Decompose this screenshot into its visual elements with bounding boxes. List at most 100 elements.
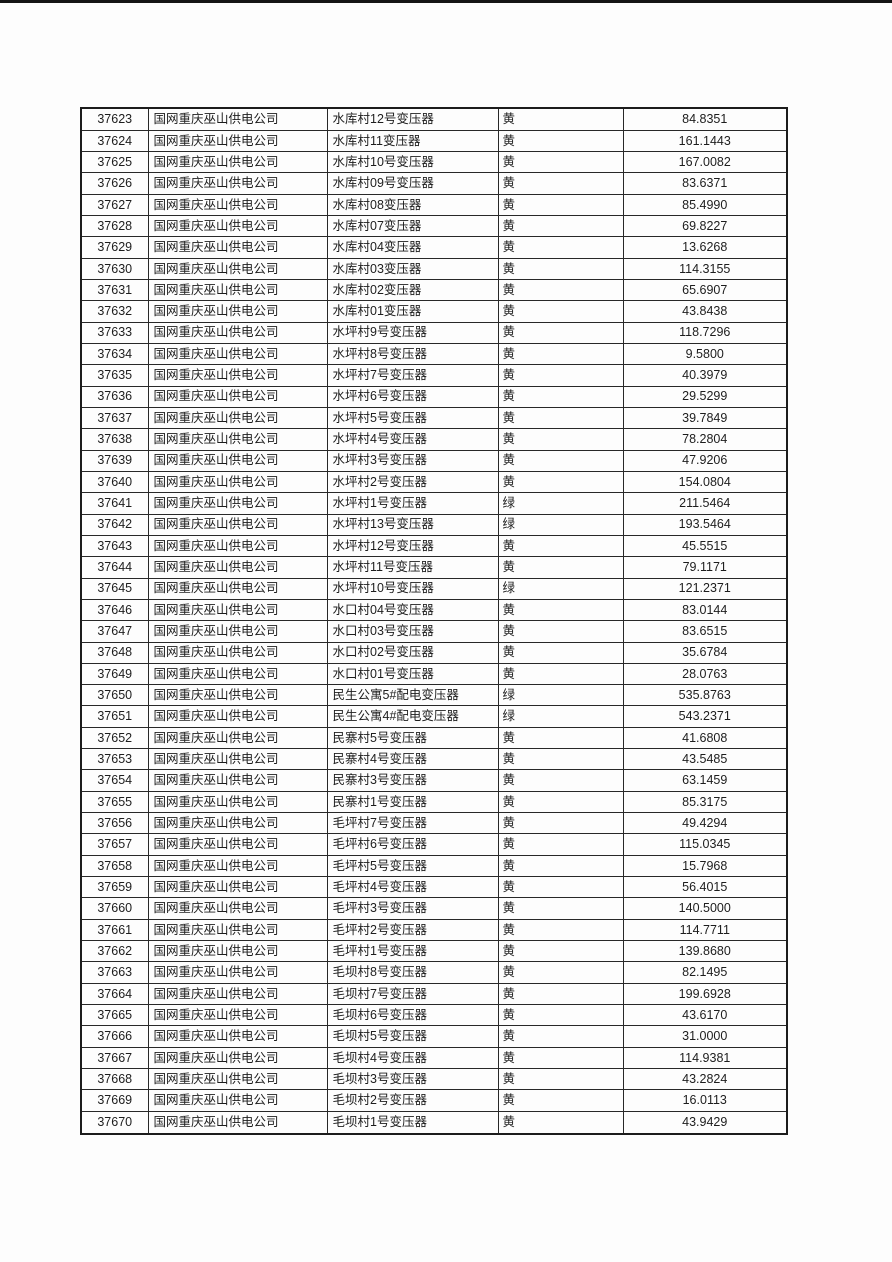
company-cell: 国网重庆巫山供电公司 [147, 641, 328, 664]
status-cell: 黄 [497, 1025, 624, 1048]
table-row: 37628 国网重庆巫山供电公司 水库村07变压器黄 69.8227 [80, 214, 788, 238]
value-cell: 85.4990 [622, 193, 788, 216]
value-cell: 9.5800 [622, 342, 788, 366]
row-id-cell: 37648 [80, 641, 149, 664]
status-cell: 黄 [497, 556, 624, 579]
company-cell: 国网重庆巫山供电公司 [147, 107, 328, 131]
company-cell: 国网重庆巫山供电公司 [147, 342, 328, 366]
row-id-cell: 37630 [80, 257, 149, 280]
transformer-name-cell: 民寨村3号变压器 [326, 769, 499, 792]
transformer-name-cell: 毛坝村5号变压器 [326, 1025, 499, 1048]
value-cell: 543.2371 [622, 705, 788, 728]
transformer-name-cell: 水坪村13号变压器 [326, 513, 499, 536]
transformer-name-cell: 毛坪村6号变压器 [326, 833, 499, 856]
transformer-name-cell: 水坪村6号变压器 [326, 385, 499, 408]
transformer-name-cell: 水库村04变压器 [326, 236, 499, 259]
status-cell: 黄 [497, 150, 624, 174]
row-id-cell: 37637 [80, 406, 149, 430]
transformer-name-cell: 水库村02变压器 [326, 278, 499, 302]
company-cell: 国网重庆巫山供电公司 [147, 492, 328, 515]
value-cell: 85.3175 [622, 790, 788, 814]
status-cell: 黄 [497, 321, 624, 344]
row-id-cell: 37670 [80, 1110, 149, 1135]
table-row: 37630 国网重庆巫山供电公司 水库村03变压器黄 114.3155 [80, 257, 788, 280]
status-cell: 黄 [497, 449, 624, 472]
status-cell: 黄 [497, 769, 624, 792]
row-id-cell: 37644 [80, 556, 149, 579]
status-cell: 黄 [497, 385, 624, 408]
company-cell: 国网重庆巫山供电公司 [147, 854, 328, 878]
row-id-cell: 37626 [80, 172, 149, 195]
transformer-name-cell: 水坪村10号变压器 [326, 577, 499, 600]
value-cell: 43.2824 [622, 1068, 788, 1091]
company-cell: 国网重庆巫山供电公司 [147, 940, 328, 963]
transformer-name-cell: 毛坝村2号变压器 [326, 1089, 499, 1112]
table-row: 37647 国网重庆巫山供电公司 水口村03号变压器黄 83.6515 [80, 620, 788, 643]
value-cell: 41.6808 [622, 726, 788, 750]
status-cell: 黄 [497, 982, 624, 1006]
row-id-cell: 37659 [80, 876, 149, 899]
value-cell: 84.8351 [622, 107, 788, 131]
row-id-cell: 37646 [80, 598, 149, 622]
company-cell: 国网重庆巫山供电公司 [147, 577, 328, 600]
value-cell: 167.0082 [622, 150, 788, 174]
transformer-name-cell: 水坪村7号变压器 [326, 364, 499, 387]
transformer-name-cell: 水口村01号变压器 [326, 662, 499, 686]
company-cell: 国网重庆巫山供电公司 [147, 428, 328, 451]
company-cell: 国网重庆巫山供电公司 [147, 769, 328, 792]
table-row: 37624 国网重庆巫山供电公司 水库村11变压器黄 161.1443 [80, 129, 788, 152]
status-cell: 黄 [497, 428, 624, 451]
company-cell: 国网重庆巫山供电公司 [147, 470, 328, 494]
status-cell: 黄 [497, 257, 624, 280]
page-top-border [0, 0, 892, 3]
transformer-name-cell: 毛坝村1号变压器 [326, 1110, 499, 1135]
value-cell: 193.5464 [622, 513, 788, 536]
table-body: 37623 国网重庆巫山供电公司 水库村12号变压器黄 84.8351 37624 国网重… [80, 107, 788, 1135]
row-id-cell: 37658 [80, 854, 149, 878]
value-cell: 69.8227 [622, 214, 788, 238]
transformer-name-cell: 水口村04号变压器 [326, 598, 499, 622]
row-id-cell: 37664 [80, 982, 149, 1006]
transformer-name-cell: 民寨村1号变压器 [326, 790, 499, 814]
status-cell: 黄 [497, 1089, 624, 1112]
status-cell: 黄 [497, 876, 624, 899]
company-cell: 国网重庆巫山供电公司 [147, 214, 328, 238]
transformer-name-cell: 毛坝村6号变压器 [326, 1004, 499, 1027]
transformer-name-cell: 水坪村11号变压器 [326, 556, 499, 579]
value-cell: 83.6515 [622, 620, 788, 643]
value-cell: 43.5485 [622, 748, 788, 771]
table-row: 37653 国网重庆巫山供电公司 民寨村4号变压器黄 43.5485 [80, 748, 788, 771]
transformer-name-cell: 毛坝村8号变压器 [326, 961, 499, 984]
status-cell: 绿 [497, 513, 624, 536]
table-row: 37667 国网重庆巫山供电公司 毛坝村4号变压器黄 114.9381 [80, 1046, 788, 1070]
status-cell: 黄 [497, 470, 624, 494]
table-row: 37643 国网重庆巫山供电公司 水坪村12号变压器黄 45.5515 [80, 534, 788, 558]
status-cell: 黄 [497, 1068, 624, 1091]
table-row: 37634 国网重庆巫山供电公司 水坪村8号变压器黄 9.5800 [80, 342, 788, 366]
status-cell: 绿 [497, 705, 624, 728]
company-cell: 国网重庆巫山供电公司 [147, 790, 328, 814]
row-id-cell: 37634 [80, 342, 149, 366]
row-id-cell: 37627 [80, 193, 149, 216]
row-id-cell: 37666 [80, 1025, 149, 1048]
value-cell: 47.9206 [622, 449, 788, 472]
table-row: 37644 国网重庆巫山供电公司 水坪村11号变压器黄 79.1171 [80, 556, 788, 579]
company-cell: 国网重庆巫山供电公司 [147, 1025, 328, 1048]
status-cell: 黄 [497, 342, 624, 366]
status-cell: 黄 [497, 300, 624, 323]
row-id-cell: 37643 [80, 534, 149, 558]
table-row: 37660 国网重庆巫山供电公司 毛坪村3号变压器黄 140.5000 [80, 897, 788, 920]
value-cell: 79.1171 [622, 556, 788, 579]
company-cell: 国网重庆巫山供电公司 [147, 876, 328, 899]
value-cell: 535.8763 [622, 684, 788, 707]
row-id-cell: 37636 [80, 385, 149, 408]
row-id-cell: 37655 [80, 790, 149, 814]
table-row: 37636 国网重庆巫山供电公司 水坪村6号变压器黄 29.5299 [80, 385, 788, 408]
table-row: 37625 国网重庆巫山供电公司 水库村10号变压器黄 167.0082 [80, 150, 788, 174]
status-cell: 黄 [497, 1110, 624, 1135]
company-cell: 国网重庆巫山供电公司 [147, 449, 328, 472]
company-cell: 国网重庆巫山供电公司 [147, 1110, 328, 1135]
table-row: 37662 国网重庆巫山供电公司 毛坪村1号变压器黄 139.8680 [80, 940, 788, 963]
company-cell: 国网重庆巫山供电公司 [147, 1089, 328, 1112]
